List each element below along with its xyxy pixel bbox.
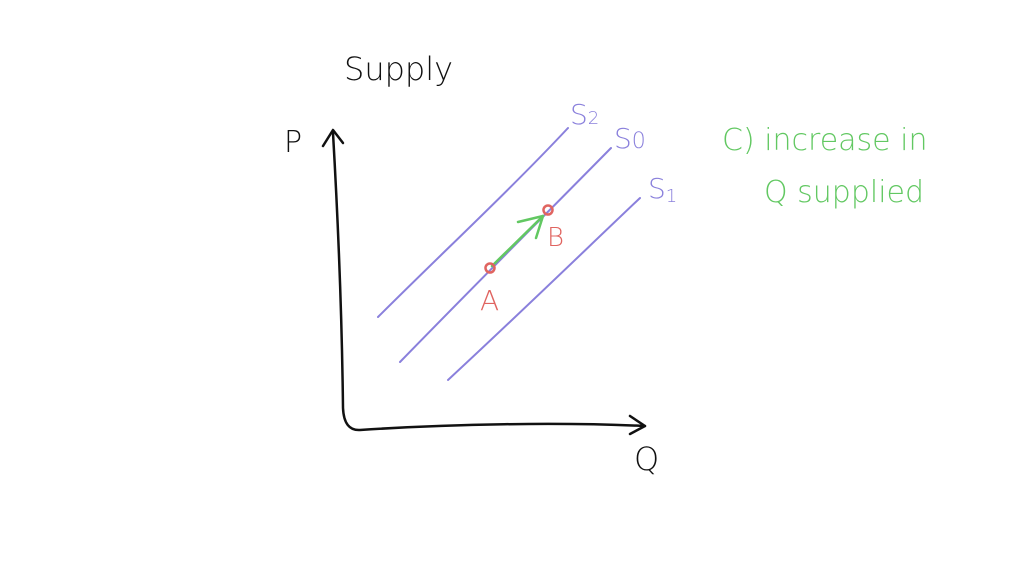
supply-curve-s2 (377, 127, 569, 318)
annotation-line-1: C) increase in (722, 123, 928, 158)
diagram-title: Supply (344, 50, 453, 88)
movement-arrow (490, 214, 545, 268)
y-axis-arrowhead (321, 128, 345, 148)
label-s1: S1 (648, 172, 677, 207)
x-axis-label: Q (634, 440, 659, 478)
point-b-label: B (547, 223, 564, 253)
point-b (542, 204, 554, 216)
axes (331, 131, 647, 432)
label-s2: S2 (570, 98, 599, 131)
label-s0: S0 (614, 122, 646, 155)
point-a-label: A (480, 284, 499, 317)
supply-curve-s1 (447, 197, 641, 381)
y-axis-label: P (284, 125, 302, 160)
point-a (484, 262, 496, 274)
x-axis-arrowhead (628, 414, 647, 436)
curve-labels: S2 S0 S1 (570, 98, 677, 207)
supply-curve-s0 (399, 147, 612, 363)
annotation-line-2: Q supplied (764, 175, 924, 210)
movement-arrowhead (516, 214, 545, 240)
